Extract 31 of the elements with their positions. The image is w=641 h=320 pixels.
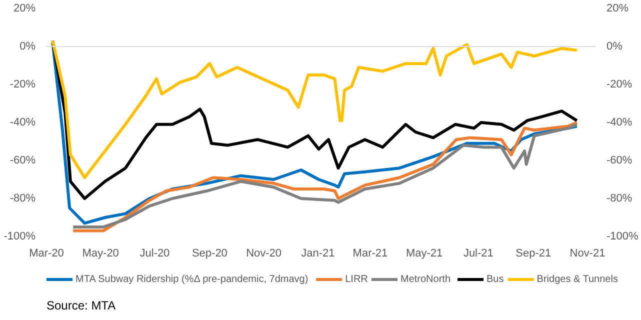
legend-label: LIRR [345, 274, 368, 285]
x-tick-label: Nov-21 [570, 248, 606, 260]
legend-label: Bridges & Tunnels [536, 274, 618, 285]
y2-tick-label: -60% [606, 154, 632, 166]
x-tick-label: Jul-20 [140, 248, 170, 260]
x-tick-label: Jan-21 [301, 248, 335, 260]
y-tick-label: -100% [4, 230, 36, 242]
legend-label: MTA Subway Ridership (%Δ pre-pandemic, 7dmavg) [76, 274, 308, 285]
y-tick-label: 20% [13, 2, 36, 14]
legend-label: MetroNorth [400, 274, 451, 285]
x-tick-label: Mar-21 [352, 248, 388, 260]
y2-tick-label: -100% [606, 230, 639, 242]
y2-tick-label: 0% [606, 40, 623, 52]
source-note: Source: MTA [46, 298, 116, 312]
y-tick-label: 0% [20, 40, 36, 52]
x-tick-label: Nov-20 [246, 248, 282, 260]
y2-tick-label: -20% [606, 78, 632, 90]
y2-tick-label: -80% [606, 192, 632, 204]
y-tick-label: -80% [10, 192, 36, 204]
x-tick-label: May-20 [82, 248, 119, 260]
x-tick-label: Sep-20 [192, 248, 228, 260]
x-tick-label: Jul-21 [463, 248, 494, 260]
x-tick-label: May-21 [406, 248, 443, 260]
legend-label: Bus [486, 274, 504, 285]
y-tick-label: -60% [10, 154, 36, 166]
y2-tick-label: 20% [606, 2, 629, 14]
x-tick-label: Mar-20 [29, 248, 64, 260]
x-tick-label: Sep-21 [516, 248, 552, 260]
y-tick-label: -40% [10, 116, 36, 128]
y2-tick-label: -40% [606, 116, 632, 128]
y-tick-label: -20% [10, 78, 36, 90]
